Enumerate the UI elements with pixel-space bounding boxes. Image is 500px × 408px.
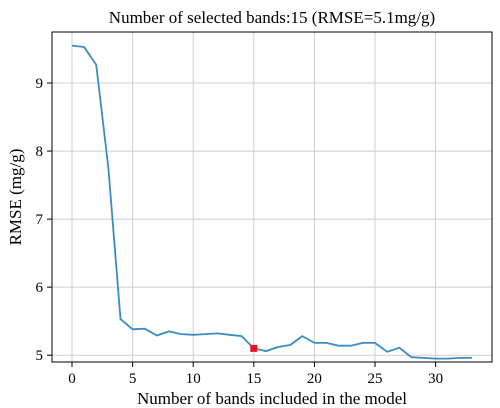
series-layer xyxy=(71,44,472,360)
rmse-series-line xyxy=(71,44,472,360)
y-tick-label: 5 xyxy=(36,348,44,364)
plot-frame xyxy=(51,31,493,363)
y-axis-label: RMSE (mg/g) xyxy=(6,149,25,246)
y-tick-label: 9 xyxy=(36,76,44,92)
axis-ticks: 0 5 10 15 20 25 30 5 6 7 8 9 xyxy=(36,76,444,387)
selected-band-marker xyxy=(250,344,258,352)
x-tick-label: 5 xyxy=(129,371,137,387)
y-tick-label: 7 xyxy=(36,212,44,228)
x-tick-label: 0 xyxy=(68,371,76,387)
x-tick-label: 10 xyxy=(186,371,201,387)
x-tick-label: 25 xyxy=(368,371,383,387)
y-tick-label: 8 xyxy=(36,144,44,160)
grid-lines xyxy=(52,32,492,362)
x-tick-label: 20 xyxy=(307,371,322,387)
chart-title: Number of selected bands:15 (RMSE=5.1mg/… xyxy=(109,8,435,27)
y-tick-label: 6 xyxy=(36,280,44,296)
x-tick-label: 15 xyxy=(246,371,261,387)
x-axis-label: Number of bands included in the model xyxy=(137,389,407,408)
x-tick-label: 30 xyxy=(428,371,443,387)
